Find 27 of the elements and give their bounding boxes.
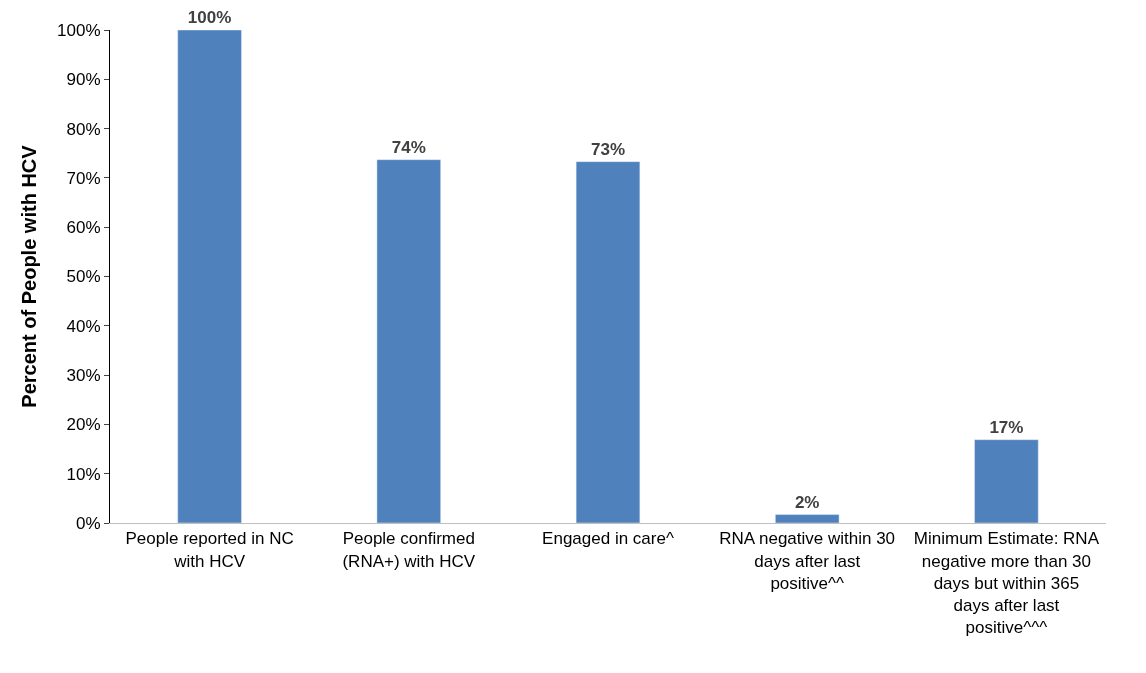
y-tick-label: 30% bbox=[66, 366, 101, 386]
data-label: 100% bbox=[187, 8, 232, 27]
x-tick-label: People reported in NC with HCV bbox=[125, 529, 294, 571]
x-tick-label: Minimum Estimate: RNA negative more than 30 days but within 365 days after last positive^^^ bbox=[913, 529, 1100, 637]
bar bbox=[974, 439, 1039, 523]
x-tick-label: RNA negative within 30 days after last positive^^ bbox=[719, 529, 896, 593]
bar bbox=[177, 30, 242, 523]
y-axis-title: Percent of People with HCV bbox=[17, 144, 40, 408]
data-label: 2% bbox=[794, 492, 820, 512]
y-tick-label: 40% bbox=[66, 316, 101, 336]
bar bbox=[775, 514, 840, 523]
y-tick-label: 0% bbox=[76, 513, 101, 533]
y-tick-label: 20% bbox=[66, 415, 101, 435]
y-tick-label: 10% bbox=[66, 464, 101, 484]
y-tick-label: 100% bbox=[57, 20, 101, 40]
y-tick-label: 50% bbox=[66, 267, 101, 287]
x-tick-label: Engaged in care^ bbox=[542, 529, 674, 549]
bar bbox=[575, 161, 641, 523]
y-tick-label: 80% bbox=[66, 119, 101, 139]
data-label: 74% bbox=[391, 137, 426, 157]
bar bbox=[376, 159, 441, 523]
data-label: 73% bbox=[590, 139, 626, 159]
y-tick-label: 90% bbox=[66, 70, 101, 90]
data-label: 17% bbox=[989, 417, 1024, 437]
y-tick-label: 70% bbox=[66, 168, 101, 188]
y-tick-label: 60% bbox=[66, 218, 101, 238]
x-tick-label: People confirmed (RNA+) with HCV bbox=[342, 529, 476, 571]
